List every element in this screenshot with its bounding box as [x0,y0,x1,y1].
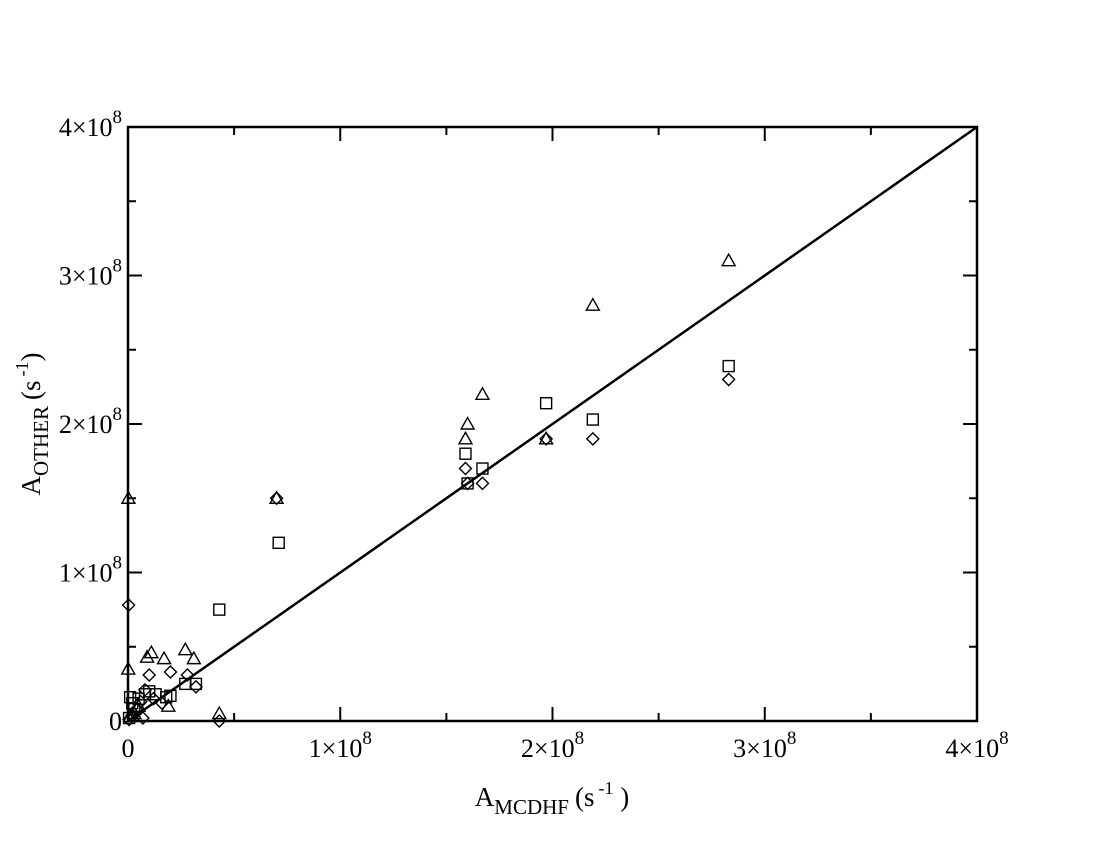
x-tick-label-4-mantissa: 4×10 [945,734,999,763]
triangle-marker [474,386,491,400]
triangle-marker [211,705,227,720]
diamond-marker [137,682,152,697]
diamond-marker [142,667,157,682]
axis-ticks [127,126,978,722]
square-marker [160,691,173,704]
x-tick-labels: 0 1×108 2×108 3×108 4×108 [122,728,1009,763]
y-tick-label-2-exponent: 8 [113,404,123,425]
data-markers [120,252,737,728]
diamond-marker [125,708,140,723]
diamond-marker [180,667,195,682]
diamond-marker [135,711,150,726]
x-tick-label-1-mantissa: 1×10 [309,734,363,763]
y-tick-label-0-text: 0 [109,707,122,736]
y-tick-label-4: 4×108 [59,107,122,142]
triangle-marker [720,252,737,267]
diamond-marker [121,598,136,613]
y-tick-label-3-mantissa: 3×10 [59,262,113,291]
y-tick-label-2-mantissa: 2×10 [59,410,113,439]
triangle-marker [156,650,172,665]
x-tick-label-1-exponent: 8 [362,728,372,749]
x-axis-title-unit-sup: -1 [598,778,613,798]
diamond-marker [188,679,203,694]
triangle-marker [143,644,160,659]
diamond-marker [154,696,169,711]
diamond-marker [133,694,148,709]
x-axis-title: AMCDHF (s -1 ) [475,778,629,819]
y-axis-title-sub: OTHER [29,406,53,476]
x-tick-label-2-exponent: 8 [575,728,585,749]
y-tick-label-4-exponent: 8 [113,107,123,128]
x-tick-label-3-exponent: 8 [787,728,797,749]
x-tick-label-4-exponent: 8 [999,728,1009,749]
diamond-marker [539,431,554,446]
x-tick-label-0: 0 [122,734,135,763]
x-tick-label-2: 2×108 [521,728,584,763]
triangle-marker [459,416,476,430]
y-axis-title-unit-sup: -1 [12,362,32,377]
triangle-marker [186,650,202,665]
y-tick-label-3: 3×108 [59,256,122,291]
x-tick-label-3-mantissa: 3×10 [733,734,787,763]
x-tick-label-0-text: 0 [122,734,135,763]
triangle-marker [130,698,147,712]
y-axis-title-unit: (s [16,381,46,401]
x-tick-label-2-mantissa: 2×10 [521,734,575,763]
triangle-marker [585,297,601,311]
y-axis-title-unit-close: ) [16,353,46,362]
square-marker [164,689,177,702]
triangle-marker [457,430,474,445]
reference-line-y-equals-x [127,125,978,723]
x-tick-label-4: 4×108 [945,728,1008,763]
triangle-marker [538,430,554,445]
square-marker [459,447,472,460]
triangle-marker [177,641,194,656]
square-marker [189,677,203,691]
y-tick-label-3-exponent: 8 [113,256,123,277]
diamond-marker [146,691,161,706]
triangle-marker [139,649,155,663]
x-axis-title-unit-close: ) [613,782,629,812]
triangle-marker [120,490,137,504]
y-tick-label-1: 1×108 [59,553,122,588]
y-tick-label-1-mantissa: 1×10 [59,559,113,588]
y-axis-title: AOTHER (s -1) [12,353,53,496]
y-tick-label-4-mantissa: 4×10 [59,113,113,142]
diamond-marker [122,712,137,727]
triangle-marker [120,661,136,675]
diamond-marker [163,665,178,679]
diamond-marker [269,491,284,506]
y-tick-label-2: 2×108 [59,404,122,439]
x-axis-title-unit: (s [575,782,595,812]
diamond-marker [585,431,600,446]
diamond-marker [458,461,473,476]
x-axis-title-sub: MCDHF [494,795,569,819]
y-tick-label-1-exponent: 8 [113,553,123,574]
square-marker [586,413,600,426]
square-marker [722,359,735,373]
x-tick-label-1: 1×108 [309,728,372,763]
diamond-marker [212,714,227,728]
square-marker [539,397,553,410]
diamond-marker [460,476,475,491]
square-marker [476,462,489,475]
y-tick-label-0: 0 [109,707,122,736]
y-axis-title-base: A [16,476,46,496]
diamond-marker [721,372,736,387]
square-marker [213,603,226,616]
x-axis-title-base: A [475,782,495,812]
triangle-marker [268,490,285,504]
diamond-marker [475,476,490,491]
x-tick-label-3: 3×108 [733,728,796,763]
square-marker [272,536,285,549]
